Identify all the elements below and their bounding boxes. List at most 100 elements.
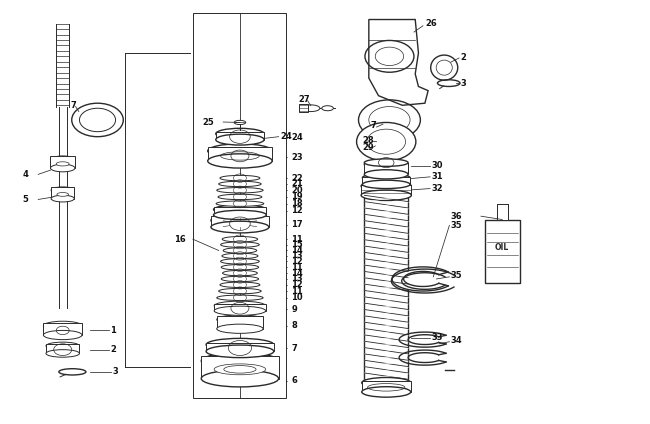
Text: 6: 6 [291,376,297,385]
Text: 1: 1 [111,326,116,335]
Text: 23: 23 [291,153,303,162]
Text: 3: 3 [112,367,118,377]
Ellipse shape [220,282,260,287]
Text: 30: 30 [432,162,443,170]
Text: 22: 22 [291,173,304,183]
Ellipse shape [222,237,257,242]
Ellipse shape [363,173,410,182]
Polygon shape [369,20,428,105]
Ellipse shape [362,387,411,397]
Bar [216,132,264,139]
Ellipse shape [221,265,259,270]
Bar [497,204,508,220]
Text: 9: 9 [291,304,297,314]
Bar [211,216,269,227]
Text: 35: 35 [450,271,462,280]
Ellipse shape [218,194,262,200]
Ellipse shape [224,365,256,373]
Ellipse shape [220,176,260,181]
Ellipse shape [364,160,408,169]
Text: 11: 11 [291,235,304,244]
Text: 2: 2 [111,345,116,354]
Circle shape [357,123,416,161]
Ellipse shape [216,201,264,206]
Ellipse shape [213,210,266,220]
Text: 16: 16 [174,235,185,244]
Text: 11: 11 [291,263,304,272]
Ellipse shape [51,195,74,202]
Ellipse shape [216,315,263,324]
Bar [51,187,74,198]
Ellipse shape [214,301,266,310]
Ellipse shape [216,187,263,193]
Ellipse shape [213,205,266,214]
Ellipse shape [361,181,411,191]
Ellipse shape [222,271,257,276]
Ellipse shape [214,364,266,375]
Bar [214,304,266,311]
Bar [193,13,287,398]
Text: 34: 34 [450,336,462,346]
Text: 24: 24 [291,133,304,142]
Ellipse shape [46,350,79,357]
Bar [208,147,272,161]
Ellipse shape [57,162,69,166]
Text: 13: 13 [291,274,303,284]
Text: 25: 25 [203,117,215,126]
Text: 3: 3 [460,78,466,88]
Text: 17: 17 [291,220,303,229]
Ellipse shape [216,324,263,333]
Bar [213,207,266,215]
Text: 33: 33 [432,333,443,342]
Ellipse shape [214,306,266,315]
Ellipse shape [361,190,411,201]
Text: 11: 11 [291,287,304,296]
Text: 12: 12 [291,206,304,215]
Text: 12: 12 [291,257,304,266]
Text: 18: 18 [291,199,303,208]
Ellipse shape [211,215,269,226]
Ellipse shape [46,342,79,350]
Text: 29: 29 [363,142,374,152]
Text: 35: 35 [450,221,462,230]
Bar [216,316,263,329]
Ellipse shape [57,192,68,196]
Ellipse shape [220,242,259,247]
Text: 7: 7 [70,101,76,110]
Ellipse shape [202,353,279,369]
Ellipse shape [234,120,246,125]
Text: 36: 36 [450,212,462,220]
Ellipse shape [206,345,274,357]
Ellipse shape [51,187,74,194]
Bar [485,220,519,283]
Text: 31: 31 [432,172,443,181]
Ellipse shape [202,370,279,387]
Ellipse shape [216,128,264,139]
Bar [362,381,411,392]
Text: 14: 14 [291,268,304,278]
Ellipse shape [220,259,259,264]
Text: 5: 5 [22,195,28,204]
Text: 8: 8 [291,321,297,330]
Ellipse shape [363,180,410,189]
Bar [363,177,410,184]
Text: 7: 7 [291,344,297,353]
Text: 19: 19 [291,192,303,201]
Ellipse shape [216,134,264,145]
Text: 27: 27 [298,95,309,104]
Ellipse shape [221,276,259,282]
Text: 13: 13 [291,251,303,260]
Ellipse shape [51,156,75,164]
Bar [361,185,411,195]
Bar [299,104,308,112]
Text: 15: 15 [291,240,304,249]
Text: 24: 24 [280,132,292,141]
Ellipse shape [208,144,272,158]
Bar [46,344,79,354]
Text: 21: 21 [291,179,304,188]
Ellipse shape [216,295,263,301]
Text: 20: 20 [291,186,303,195]
Ellipse shape [44,330,82,340]
Bar [364,163,408,174]
Bar [44,324,82,335]
